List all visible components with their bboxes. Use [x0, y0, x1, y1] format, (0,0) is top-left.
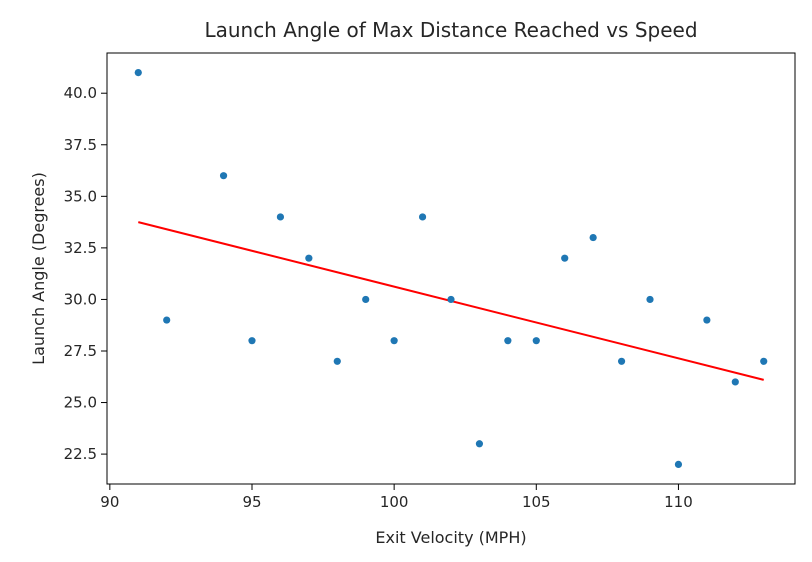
- data-point: [532, 337, 540, 345]
- axis-ticks: 90 95 100 105 110 22.5 25.0 27.5 30.0 32.5 35.0 37.…: [64, 84, 693, 511]
- data-point: [134, 68, 142, 77]
- data-point: [475, 440, 484, 448]
- y-tick-label: 37.5: [64, 136, 97, 154]
- data-point: [305, 254, 313, 262]
- data-points: [134, 68, 768, 469]
- data-point: [703, 316, 711, 324]
- data-point: [390, 337, 398, 345]
- y-tick-label: 35.0: [64, 187, 97, 205]
- data-point: [219, 172, 228, 180]
- x-tick-label: 90: [100, 493, 119, 511]
- data-point: [362, 295, 370, 304]
- y-tick-label: 25.0: [64, 394, 97, 412]
- y-tick-label: 22.5: [64, 445, 97, 463]
- data-point: [163, 316, 171, 324]
- data-point: [589, 233, 597, 242]
- data-point: [561, 254, 569, 262]
- data-point: [646, 295, 654, 304]
- y-tick-label: 40.0: [64, 84, 97, 102]
- y-tick-label: 27.5: [64, 342, 97, 360]
- plot-frame: [106, 52, 796, 485]
- data-point: [248, 337, 256, 345]
- data-point: [731, 378, 739, 386]
- x-tick-label: 95: [242, 493, 261, 511]
- x-axis-label: Exit Velocity (MPH): [375, 528, 526, 547]
- x-tick-label: 100: [380, 493, 409, 511]
- x-tick-label: 105: [522, 493, 551, 511]
- data-point: [447, 295, 455, 304]
- data-point: [333, 357, 341, 365]
- data-point: [617, 357, 626, 365]
- data-point: [276, 213, 285, 221]
- y-tick-label: 32.5: [64, 239, 97, 257]
- data-point: [504, 337, 512, 345]
- chart-title: Launch Angle of Max Distance Reached vs …: [204, 18, 697, 42]
- x-tick-label: 110: [664, 493, 693, 511]
- y-tick-label: 30.0: [64, 290, 97, 308]
- y-axis-label: Launch Angle (Degrees): [29, 172, 48, 365]
- data-point: [760, 357, 768, 365]
- data-point: [674, 460, 683, 469]
- data-point: [418, 213, 427, 221]
